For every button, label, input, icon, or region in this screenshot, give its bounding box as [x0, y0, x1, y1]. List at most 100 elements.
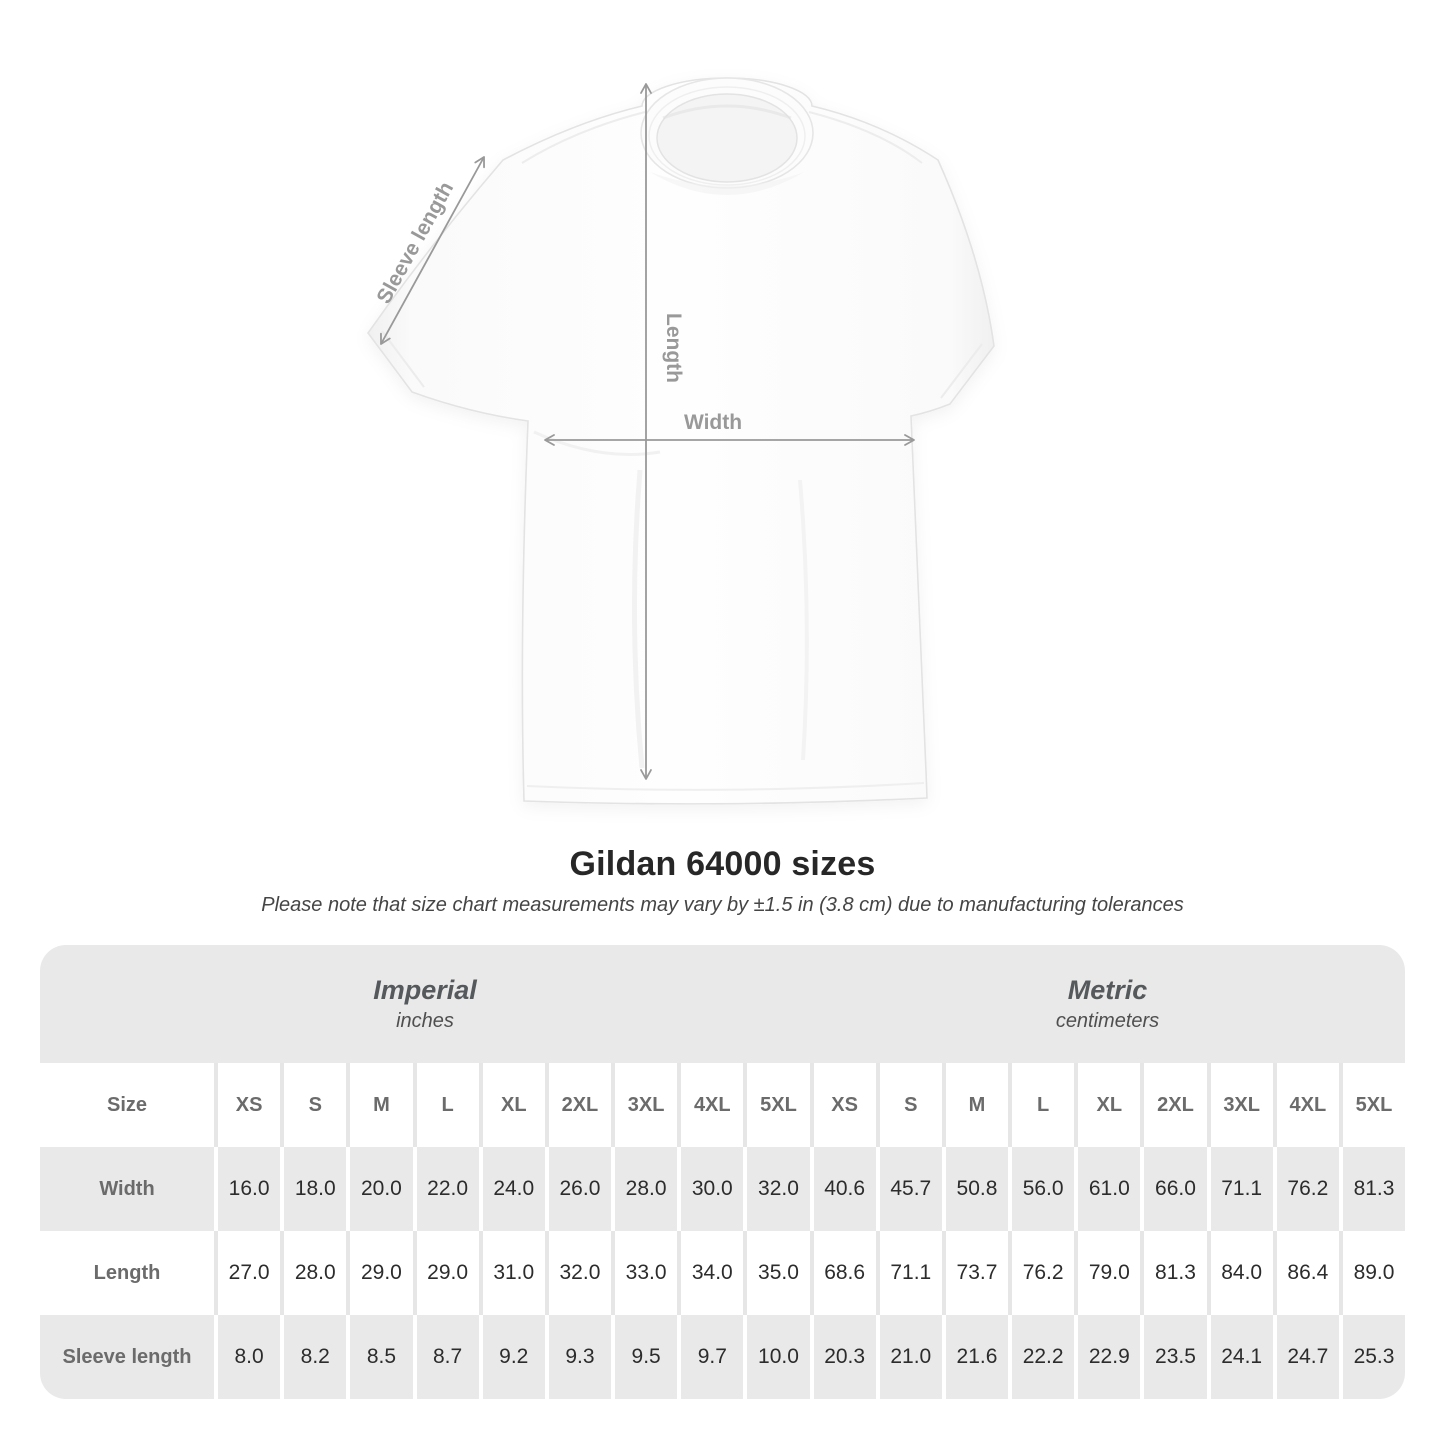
- size-col-header-metric-l: L: [1008, 1063, 1074, 1147]
- value-cell-imperial: 9.7: [677, 1315, 743, 1399]
- value-cell-metric: 73.7: [941, 1231, 1008, 1315]
- value-cell-metric: 25.3: [1338, 1315, 1405, 1399]
- size-col-header-imperial-2xl: 2XL: [544, 1063, 611, 1147]
- value-cell-imperial: 20.0: [346, 1147, 412, 1231]
- value-cell-imperial: 22.0: [412, 1147, 479, 1231]
- value-cell-metric: 81.3: [1338, 1147, 1405, 1231]
- tshirt-body: [367, 77, 995, 805]
- value-cell-metric: 56.0: [1008, 1147, 1074, 1231]
- value-cell-imperial: 8.7: [412, 1315, 479, 1399]
- unit-header-band: Imperial inches Metric centimeters: [40, 945, 1405, 1063]
- value-cell-metric: 24.1: [1206, 1315, 1273, 1399]
- imperial-unit: inches: [396, 1010, 454, 1032]
- size-col-header-metric-m: M: [941, 1063, 1008, 1147]
- row-label: Width: [99, 1177, 155, 1200]
- size-col-header-imperial-s: S: [280, 1063, 346, 1147]
- size-col-header-imperial-xl: XL: [478, 1063, 545, 1147]
- value-cell-imperial: 10.0: [743, 1315, 809, 1399]
- value-cell-metric: 71.1: [875, 1231, 942, 1315]
- size-col-header-metric-4xl: 4XL: [1272, 1063, 1339, 1147]
- size-table: Imperial inches Metric centimeters Size X…: [40, 945, 1405, 1399]
- value-cell-imperial: 35.0: [743, 1231, 809, 1315]
- value-cell-metric: 61.0: [1074, 1147, 1140, 1231]
- size-col-header-imperial-l: L: [412, 1063, 479, 1147]
- size-col-header-metric-2xl: 2XL: [1140, 1063, 1206, 1147]
- value-cell-imperial: 9.2: [478, 1315, 545, 1399]
- value-cell-imperial: 31.0: [478, 1231, 545, 1315]
- value-cell-metric: 45.7: [875, 1147, 942, 1231]
- value-cell-imperial: 29.0: [346, 1231, 412, 1315]
- metric-header: Metric centimeters: [810, 945, 1405, 1063]
- page-title: Gildan 64000 sizes: [569, 845, 876, 883]
- value-cell-metric: 22.2: [1008, 1315, 1074, 1399]
- value-cell-metric: 89.0: [1338, 1231, 1405, 1315]
- value-cell-metric: 40.6: [809, 1147, 876, 1231]
- size-header-cell: Size: [106, 1093, 148, 1116]
- value-cell-metric: 76.2: [1008, 1231, 1074, 1315]
- value-cell-imperial: 27.0: [214, 1231, 280, 1315]
- value-cell-metric: 66.0: [1140, 1147, 1206, 1231]
- value-cell-imperial: 8.2: [280, 1315, 346, 1399]
- value-cell-imperial: 29.0: [412, 1231, 479, 1315]
- value-cell-metric: 21.6: [941, 1315, 1008, 1399]
- size-col-header-metric-xs: XS: [809, 1063, 876, 1147]
- table-row-length: Length 27.0 28.0 29.0 29.0 31.0 32.0 33.0 34.0 35…: [40, 1231, 1405, 1315]
- value-cell-imperial: 34.0: [677, 1231, 743, 1315]
- size-col-header-metric-5xl: 5XL: [1338, 1063, 1405, 1147]
- size-col-header-imperial-4xl: 4XL: [677, 1063, 743, 1147]
- row-label: Sleeve length: [62, 1345, 192, 1368]
- measurement-annotations: [380, 83, 915, 780]
- tolerance-note: Please note that size chart measurements…: [261, 894, 1184, 916]
- size-col-header-metric-s: S: [875, 1063, 942, 1147]
- metric-label: Metric: [1067, 975, 1148, 1005]
- value-cell-imperial: 32.0: [544, 1231, 611, 1315]
- length-label: Length: [662, 313, 685, 383]
- table-rows: Size XS S M L XL 2XL 3XL 4XL 5XL XS S M L XL 2XL 3XL 4XL 5…: [40, 1063, 1405, 1399]
- value-cell-imperial: 16.0: [214, 1147, 280, 1231]
- value-cell-imperial: 30.0: [677, 1147, 743, 1231]
- value-cell-imperial: 28.0: [280, 1231, 346, 1315]
- size-col-header-imperial-5xl: 5XL: [743, 1063, 809, 1147]
- size-col-header-metric-3xl: 3XL: [1206, 1063, 1273, 1147]
- value-cell-metric: 86.4: [1272, 1231, 1339, 1315]
- sleeve-length-arrow: [380, 156, 485, 345]
- value-cell-metric: 81.3: [1140, 1231, 1206, 1315]
- value-cell-metric: 76.2: [1272, 1147, 1339, 1231]
- size-col-header-imperial-xs: XS: [214, 1063, 280, 1147]
- metric-unit: centimeters: [1055, 1010, 1160, 1032]
- tshirt-measurement-diagram: Sleeve length Length Width: [367, 77, 995, 805]
- value-cell-metric: 71.1: [1206, 1147, 1273, 1231]
- value-cell-metric: 22.9: [1074, 1315, 1140, 1399]
- imperial-label: Imperial: [373, 975, 477, 1005]
- value-cell-imperial: 33.0: [611, 1231, 677, 1315]
- value-cell-imperial: 32.0: [743, 1147, 809, 1231]
- size-col-header-imperial-3xl: 3XL: [611, 1063, 677, 1147]
- value-cell-metric: 21.0: [875, 1315, 942, 1399]
- value-cell-imperial: 28.0: [611, 1147, 677, 1231]
- size-col-header-imperial-m: M: [346, 1063, 412, 1147]
- value-cell-imperial: 9.3: [544, 1315, 611, 1399]
- tshirt-collar: [640, 77, 814, 195]
- value-cell-metric: 84.0: [1206, 1231, 1273, 1315]
- table-row-sleeve-length: Sleeve length 8.0 8.2 8.5 8.7 9.2 9.3 9.5 9.7 10.…: [40, 1315, 1405, 1399]
- size-col-header-metric-xl: XL: [1074, 1063, 1140, 1147]
- value-cell-imperial: 9.5: [611, 1315, 677, 1399]
- value-cell-metric: 20.3: [809, 1315, 876, 1399]
- value-cell-imperial: 8.0: [214, 1315, 280, 1399]
- value-cell-metric: 68.6: [809, 1231, 876, 1315]
- value-cell-imperial: 24.0: [478, 1147, 545, 1231]
- table-row-sizes: Size XS S M L XL 2XL 3XL 4XL 5XL XS S M L XL 2XL 3XL 4XL 5…: [40, 1063, 1405, 1147]
- value-cell-metric: 79.0: [1074, 1231, 1140, 1315]
- row-label: Length: [93, 1261, 161, 1284]
- value-cell-metric: 24.7: [1272, 1315, 1339, 1399]
- value-cell-imperial: 8.5: [346, 1315, 412, 1399]
- table-row-width: Width 16.0 18.0 20.0 22.0 24.0 26.0 28.0 30.0 32.…: [40, 1147, 1405, 1231]
- value-cell-imperial: 26.0: [544, 1147, 611, 1231]
- tshirt-image: [367, 77, 995, 805]
- width-label: Width: [684, 411, 742, 434]
- imperial-header: Imperial inches: [40, 945, 810, 1063]
- value-cell-metric: 50.8: [941, 1147, 1008, 1231]
- value-cell-imperial: 18.0: [280, 1147, 346, 1231]
- value-cell-metric: 23.5: [1140, 1315, 1206, 1399]
